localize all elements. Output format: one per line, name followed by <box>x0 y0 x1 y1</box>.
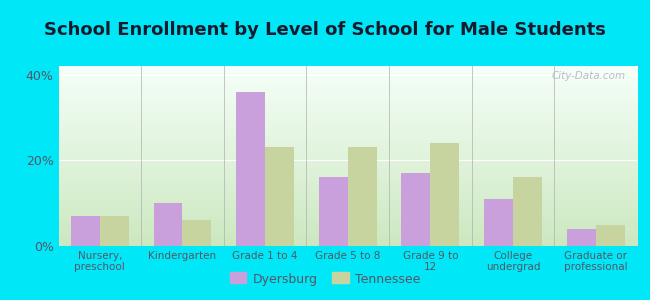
Bar <box>402 173 430 246</box>
Bar <box>348 147 377 246</box>
Bar <box>71 216 100 246</box>
Text: City-Data.com: City-Data.com <box>551 71 625 81</box>
Bar <box>513 177 542 246</box>
Bar <box>595 225 625 246</box>
Bar <box>567 229 595 246</box>
Bar <box>236 92 265 246</box>
Bar <box>153 203 183 246</box>
Bar <box>100 216 129 246</box>
Bar <box>265 147 294 246</box>
Bar <box>430 143 460 246</box>
Legend: Dyersburg, Tennessee: Dyersburg, Tennessee <box>225 268 425 291</box>
Text: School Enrollment by Level of School for Male Students: School Enrollment by Level of School for… <box>44 21 606 39</box>
Bar <box>183 220 211 246</box>
Bar <box>318 177 348 246</box>
Bar <box>484 199 513 246</box>
